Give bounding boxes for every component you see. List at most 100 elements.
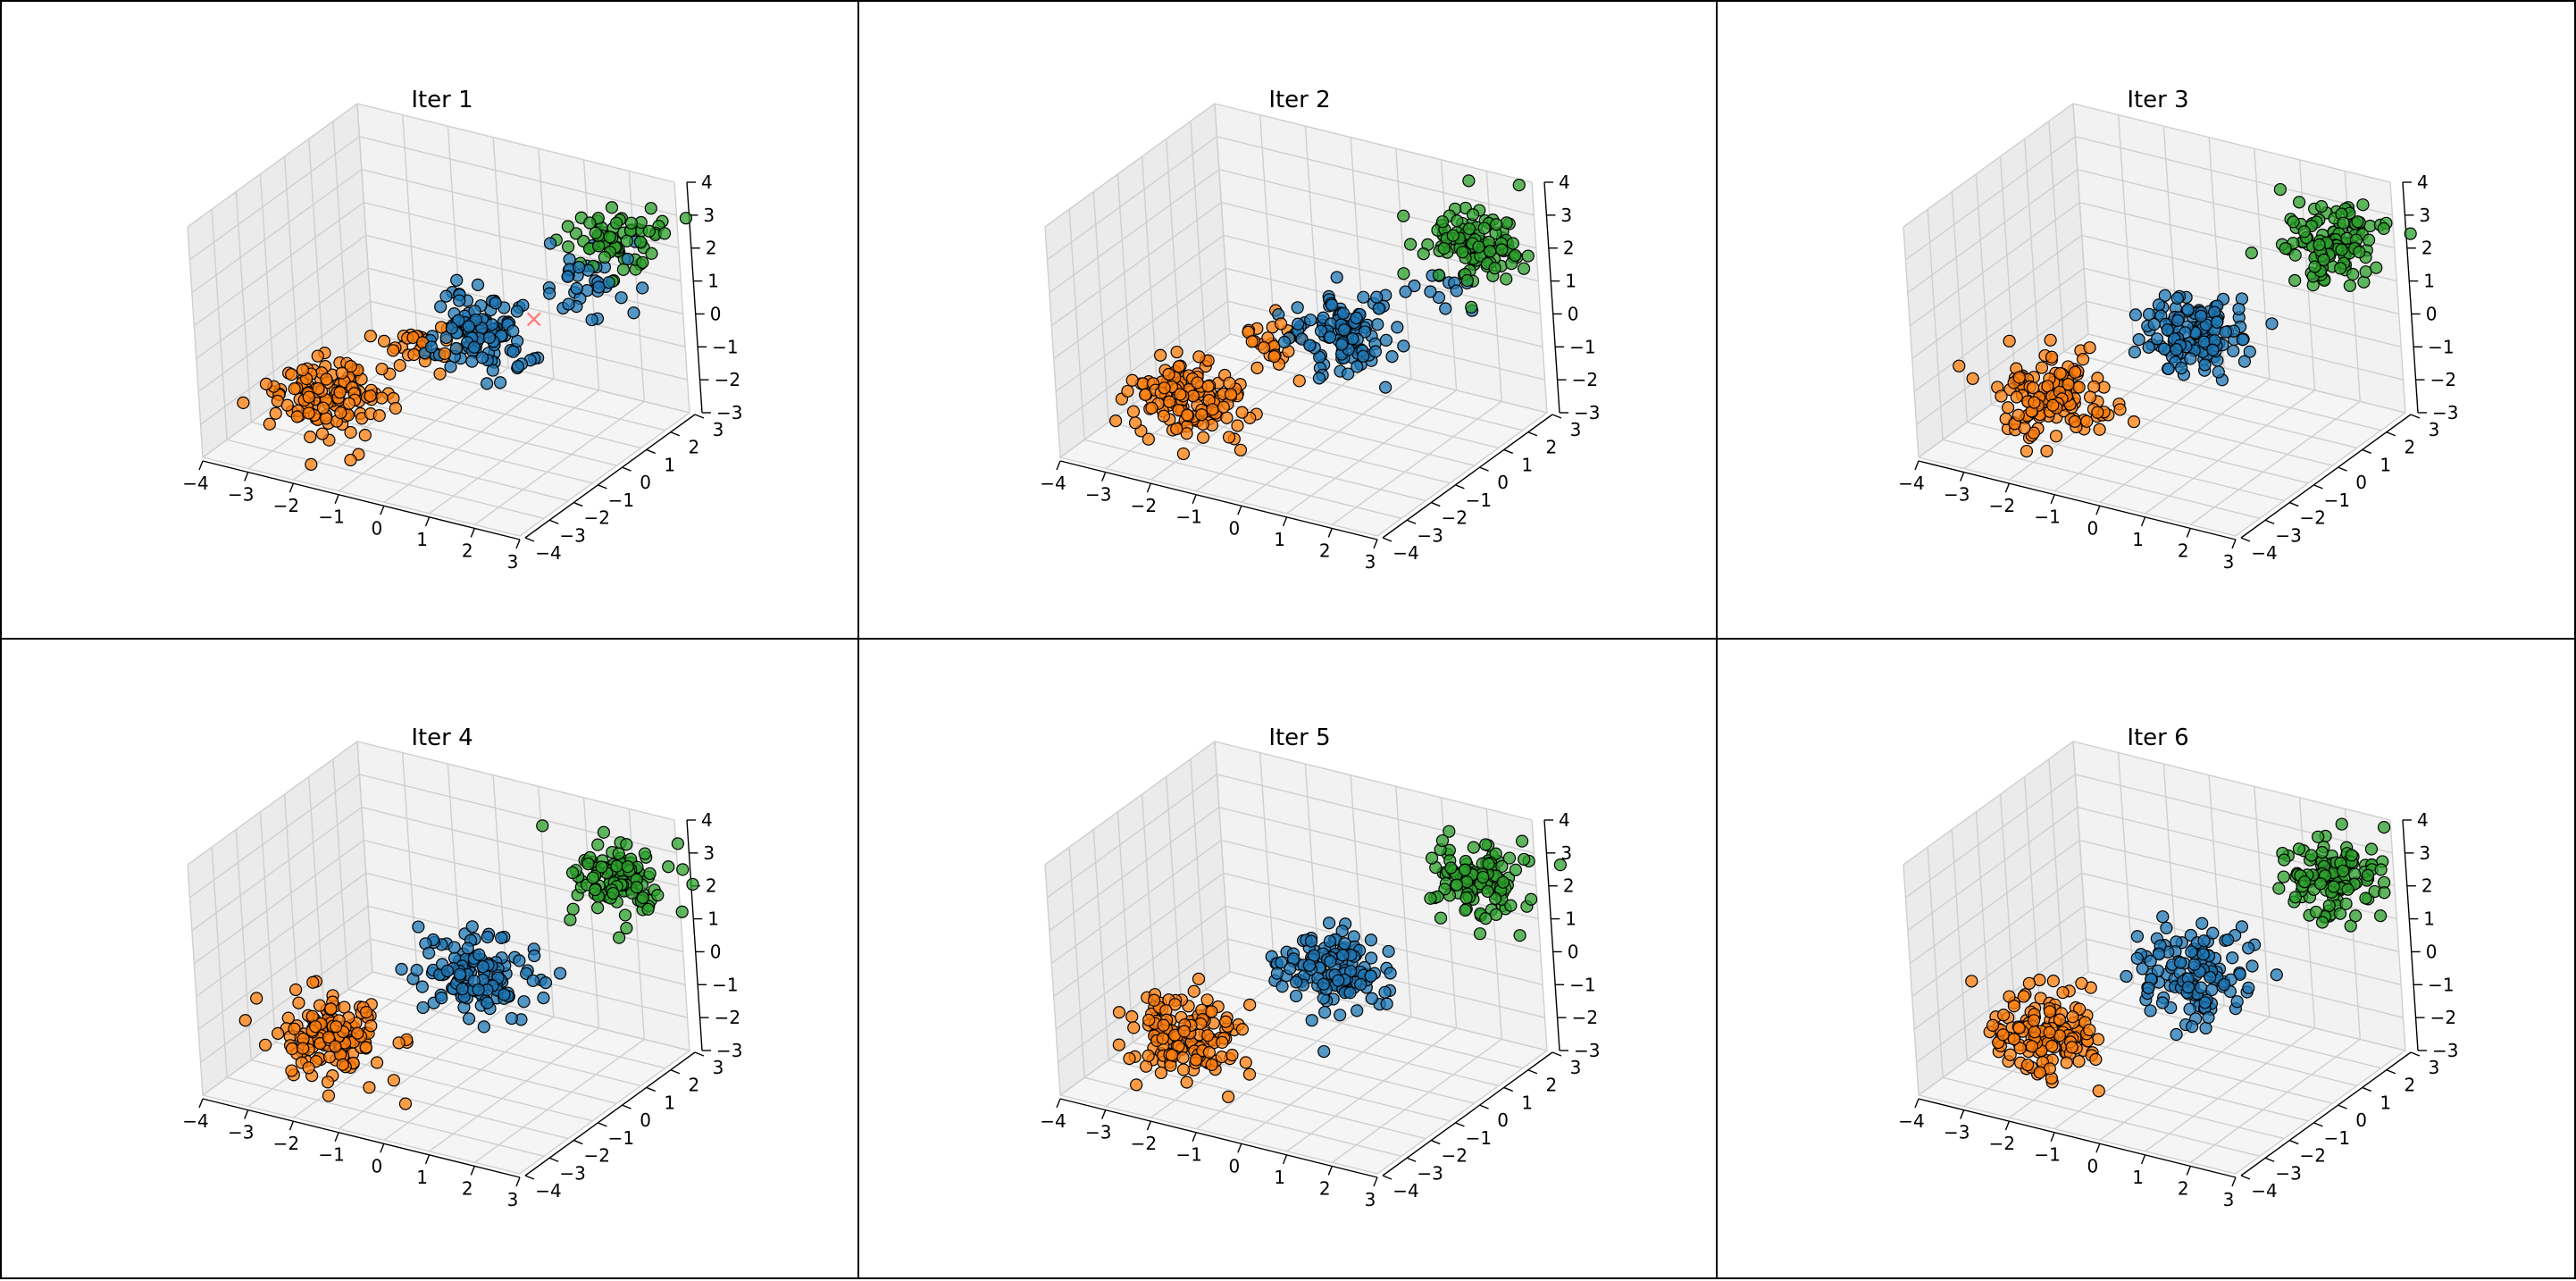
z-tick-label: −2 (1572, 1007, 1598, 1028)
scatter-point (686, 877, 699, 892)
scatter-point (1189, 1053, 1203, 1067)
scatter-point (481, 930, 494, 944)
scatter-point (513, 954, 526, 967)
scatter-point (2142, 981, 2155, 995)
y-tick-label: −2 (584, 507, 610, 529)
scatter-point (398, 1097, 413, 1110)
scatter-point (2335, 243, 2348, 256)
scatter-point (662, 860, 675, 874)
scatter-point (1335, 925, 1349, 938)
scatter-point (1128, 416, 1142, 430)
scatter-point (592, 239, 606, 253)
scatter-point (2288, 891, 2302, 904)
scatter-point (526, 974, 539, 987)
scatter-point (1157, 409, 1171, 423)
scatter-point (1224, 388, 1238, 401)
x-tick-label: 3 (2223, 551, 2235, 573)
scatter-point (620, 838, 633, 851)
scatter-point (2046, 398, 2060, 412)
scatter-point (679, 212, 693, 225)
x-tick-label: −1 (1175, 1144, 1201, 1166)
scatter-point (2012, 1021, 2026, 1034)
scatter-point (2128, 346, 2142, 359)
scatter-point (1289, 989, 1303, 1003)
y-tick-label: −3 (559, 1162, 585, 1184)
scatter-point (2297, 225, 2311, 239)
scatter-point (2155, 996, 2170, 1009)
scatter-point (489, 297, 502, 310)
x-tick-label: −1 (2034, 507, 2060, 528)
scatter-point (320, 373, 333, 386)
subplot-iter-1: −4 −3 −2 −1 0 1 2 3 −4 −3 −2 −1 0 1 2 3 −3 −2 −1 0 1 2 3 4 Iter … (0, 0, 859, 640)
scatter-point (2185, 945, 2198, 959)
scatter-point (2308, 260, 2321, 273)
scatter-point (2378, 886, 2391, 900)
scatter-point (1458, 863, 1472, 876)
scatter-point (1435, 833, 1450, 848)
x-tick-label: −2 (1131, 495, 1157, 516)
scatter-point (462, 1012, 476, 1026)
scatter-point (1518, 852, 1531, 867)
scatter-point (1163, 395, 1176, 408)
x-tick-label: 3 (507, 551, 519, 573)
axes-lines (1918, 181, 2419, 540)
scatter-point (2212, 365, 2225, 379)
scatter-point (1202, 1046, 1216, 1059)
scatter-point (1322, 917, 1336, 930)
scatter-point (495, 931, 508, 944)
x-tick-label: 1 (2132, 1167, 2144, 1188)
z-tick-label: 0 (1568, 941, 1579, 962)
scatter-point (1222, 431, 1236, 444)
x-tick-label: −1 (2034, 1144, 2060, 1166)
y-tick-label: 0 (1497, 1109, 1509, 1131)
scatter-point (1342, 367, 1355, 381)
scatter-point (1324, 955, 1337, 968)
scatter-point (1424, 285, 1437, 298)
scatter-point (638, 847, 652, 860)
scatter-point (511, 360, 525, 373)
scatter-point (1205, 1005, 1218, 1018)
scatter-point (2072, 1055, 2086, 1068)
scatter-point (1506, 237, 1519, 250)
scatter-point (2343, 279, 2357, 292)
scatter-point (1397, 339, 1410, 353)
scatter-point (2314, 199, 2329, 214)
y-tick-label: −4 (2251, 542, 2277, 564)
scatter-point (1267, 350, 1281, 364)
scatter-point (1496, 875, 1510, 889)
z-tick-label: 1 (2423, 908, 2435, 930)
scatter-point (1142, 1049, 1155, 1063)
z-tick-label: 2 (1563, 875, 1575, 897)
x-tick-label: 0 (2087, 1155, 2098, 1176)
scatter-point (2353, 245, 2366, 259)
scatter-point (259, 377, 273, 390)
scatter-point (2245, 247, 2258, 260)
z-tick-label: 0 (2426, 941, 2438, 962)
subplot-title: Iter 4 (411, 724, 473, 751)
y-tick-label: −2 (2300, 507, 2326, 529)
scatter-point (351, 1026, 364, 1040)
scatter-point (1126, 405, 1141, 418)
scatter-point (2219, 325, 2232, 339)
scatter-point (589, 226, 602, 239)
scatter-point (296, 364, 310, 377)
scatter-point (2322, 899, 2336, 912)
scatter-point (1304, 934, 1318, 948)
scatter-point (280, 398, 294, 412)
scatter-point (2162, 362, 2175, 375)
scatter-point (1437, 241, 1451, 255)
scatter-point (1438, 883, 1451, 896)
scatter-point (1326, 298, 1339, 312)
scatter-point (435, 992, 448, 1005)
scatter-point (1450, 284, 1463, 297)
scatter-point (322, 1051, 337, 1064)
scatter-point (1275, 956, 1288, 969)
scatter-point (2184, 352, 2197, 365)
scatter-point (1513, 929, 1526, 942)
scatter-point (453, 294, 466, 307)
scatter-point (1170, 345, 1183, 359)
y-tick-label: −3 (1417, 1162, 1443, 1184)
x-tick-label: −3 (1944, 1122, 1970, 1143)
scatter-point (1434, 911, 1448, 925)
scatter-point (324, 1002, 338, 1016)
